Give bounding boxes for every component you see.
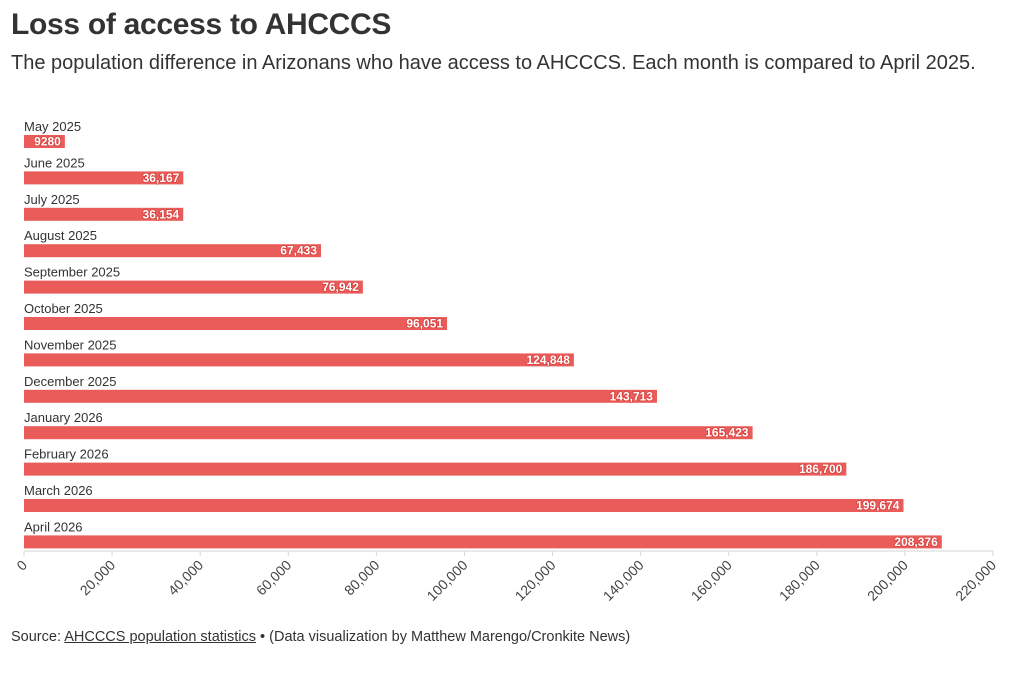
bar	[24, 171, 184, 185]
value-label: 165,423	[705, 426, 749, 440]
category-label: November 2025	[24, 337, 117, 352]
x-tick-label: 120,000	[512, 557, 559, 604]
bar	[24, 389, 657, 403]
x-tick-label: 20,000	[77, 557, 119, 599]
bar	[24, 317, 448, 330]
value-label: 96,051	[406, 317, 443, 331]
value-label: 67,433	[280, 244, 317, 258]
category-label: September 2025	[24, 265, 120, 280]
category-label: August 2025	[24, 228, 97, 243]
category-label: May 2025	[24, 119, 81, 134]
chart-subtitle: The population difference in Arizonans w…	[11, 52, 976, 74]
value-label: 208,376	[894, 535, 938, 549]
x-tick-label: 160,000	[688, 557, 735, 604]
bar	[24, 244, 322, 258]
credit-text: • (Data visualization by Matthew Marengo…	[256, 629, 631, 645]
category-label: July 2025	[24, 192, 80, 207]
bar	[24, 535, 942, 549]
x-tick-label: 80,000	[341, 557, 383, 599]
source-prefix: Source:	[11, 629, 65, 645]
bar	[24, 353, 574, 367]
bar	[24, 462, 847, 476]
x-tick-label: 40,000	[165, 557, 207, 599]
bar	[24, 499, 904, 512]
category-label: March 2026	[24, 483, 93, 498]
source-link[interactable]: AHCCCS population statistics	[64, 629, 257, 645]
value-label: 186,700	[799, 462, 843, 476]
bar	[24, 426, 753, 440]
bar	[24, 207, 184, 221]
bar	[24, 280, 363, 294]
x-tick-label: 60,000	[253, 557, 295, 599]
x-tick-label: 220,000	[952, 557, 999, 604]
category-label: December 2025	[24, 374, 117, 389]
x-axis: 0 20,000 40,000 60,000 80,000 100,000 120,000 1…	[13, 550, 999, 604]
x-tick-label: 180,000	[776, 557, 823, 604]
x-tick-label: 140,000	[600, 557, 647, 604]
x-tick-label: 200,000	[864, 557, 911, 604]
category-label: June 2025	[24, 155, 85, 170]
value-label: 199,674	[856, 499, 900, 513]
source-footer: Source: AHCCCS population statistics • (…	[11, 629, 630, 645]
value-label: 36,167	[143, 171, 180, 185]
category-label: April 2026	[24, 519, 83, 534]
value-label: 124,848	[527, 353, 571, 367]
category-label: January 2026	[24, 410, 103, 425]
category-label: February 2026	[24, 447, 109, 462]
value-label: 36,154	[143, 207, 180, 221]
x-tick-label: 100,000	[423, 557, 470, 604]
value-label: 76,942	[322, 280, 359, 294]
category-label: October 2025	[24, 301, 103, 316]
bar	[24, 135, 65, 148]
value-label: 9280	[34, 135, 61, 149]
x-tick-label: 0	[13, 557, 30, 574]
value-label: 143,713	[610, 389, 654, 403]
chart-title: Loss of access to AHCCCS	[11, 8, 392, 41]
